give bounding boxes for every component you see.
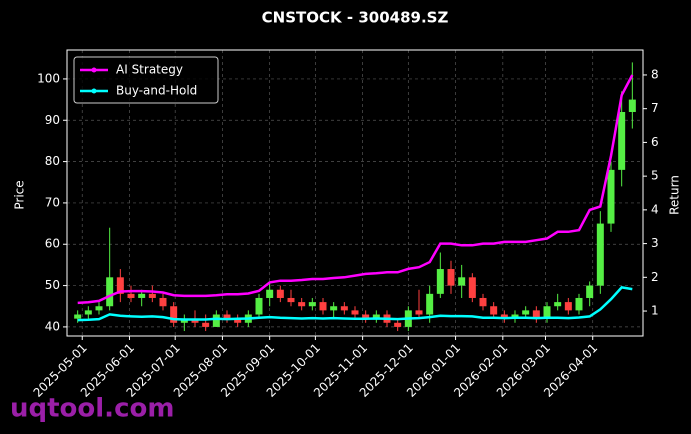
candle-body bbox=[127, 293, 135, 298]
y-tick-label: 40 bbox=[45, 319, 60, 333]
y-tick-label: 50 bbox=[45, 278, 60, 292]
candle-body bbox=[500, 314, 508, 319]
candle-body bbox=[106, 277, 114, 307]
candle-body bbox=[543, 306, 551, 319]
candle-body bbox=[447, 269, 455, 286]
y2-axis-label: Return bbox=[668, 175, 682, 215]
candle-body bbox=[276, 289, 284, 298]
candle-body bbox=[202, 322, 210, 327]
candle-body bbox=[223, 314, 231, 319]
candle-body bbox=[308, 302, 316, 307]
candle-body bbox=[426, 293, 434, 315]
candle-body bbox=[596, 223, 604, 286]
candle-body bbox=[170, 306, 178, 323]
candle-body bbox=[522, 310, 530, 315]
candle-body bbox=[564, 302, 572, 311]
y-tick-label: 60 bbox=[45, 237, 60, 251]
candle-body bbox=[319, 302, 327, 311]
candle-body bbox=[340, 306, 348, 311]
candle-body bbox=[362, 314, 370, 319]
legend-label: Buy-and-Hold bbox=[116, 84, 197, 98]
candle-body bbox=[607, 169, 615, 224]
candle-body bbox=[287, 297, 295, 303]
y2-tick-label: 4 bbox=[651, 202, 659, 216]
candle-body bbox=[575, 297, 583, 311]
line-series bbox=[77, 74, 634, 305]
legend-marker bbox=[91, 67, 97, 73]
candle-body bbox=[95, 306, 103, 311]
candle-body bbox=[255, 297, 263, 315]
plot-frame bbox=[66, 49, 644, 337]
candle-body bbox=[415, 310, 423, 315]
candle-body bbox=[372, 314, 380, 319]
y2-tick-label: 1 bbox=[651, 304, 659, 318]
legend-label: AI Strategy bbox=[116, 63, 183, 77]
y-tick-label: 100 bbox=[37, 71, 60, 85]
candle-body bbox=[116, 277, 124, 294]
candle-body bbox=[458, 277, 466, 286]
candle-body bbox=[436, 269, 444, 294]
y-tick-label: 80 bbox=[45, 154, 60, 168]
candle-body bbox=[74, 314, 82, 319]
y2-tick-label: 7 bbox=[651, 101, 659, 115]
candle-body bbox=[212, 314, 220, 327]
line-series bbox=[77, 286, 633, 322]
y2-tick-label: 6 bbox=[651, 135, 659, 149]
candle-body bbox=[84, 310, 92, 315]
candle-body bbox=[138, 293, 146, 298]
y2-tick-label: 5 bbox=[651, 169, 659, 183]
candle-body bbox=[351, 310, 359, 315]
candle-body bbox=[532, 310, 540, 319]
candle-body bbox=[490, 306, 498, 315]
candle-body bbox=[266, 289, 274, 298]
candle-body bbox=[554, 302, 562, 307]
y2-tick-label: 3 bbox=[651, 236, 659, 250]
candle-body bbox=[330, 306, 338, 311]
y2-tick-label: 8 bbox=[651, 67, 659, 81]
legend-box bbox=[73, 56, 219, 104]
y-axis-label: Price bbox=[13, 180, 27, 209]
candle-body bbox=[159, 297, 167, 307]
candle-body bbox=[479, 297, 487, 307]
y-tick-label: 90 bbox=[45, 113, 60, 127]
candle-body bbox=[234, 318, 242, 323]
y-tick-label: 70 bbox=[45, 195, 60, 209]
candle-body bbox=[468, 277, 476, 298]
candle-body bbox=[148, 293, 156, 298]
y2-tick-label: 2 bbox=[651, 270, 659, 284]
candle-body bbox=[394, 322, 402, 327]
chart-title: CNSTOCK - 300489.SZ bbox=[262, 9, 449, 27]
watermark: uqtool.com bbox=[10, 394, 174, 424]
candle-body bbox=[586, 285, 594, 298]
candle-body bbox=[618, 111, 626, 170]
candle-body bbox=[298, 302, 306, 307]
candle-body bbox=[628, 99, 636, 112]
legend-marker bbox=[91, 88, 97, 94]
